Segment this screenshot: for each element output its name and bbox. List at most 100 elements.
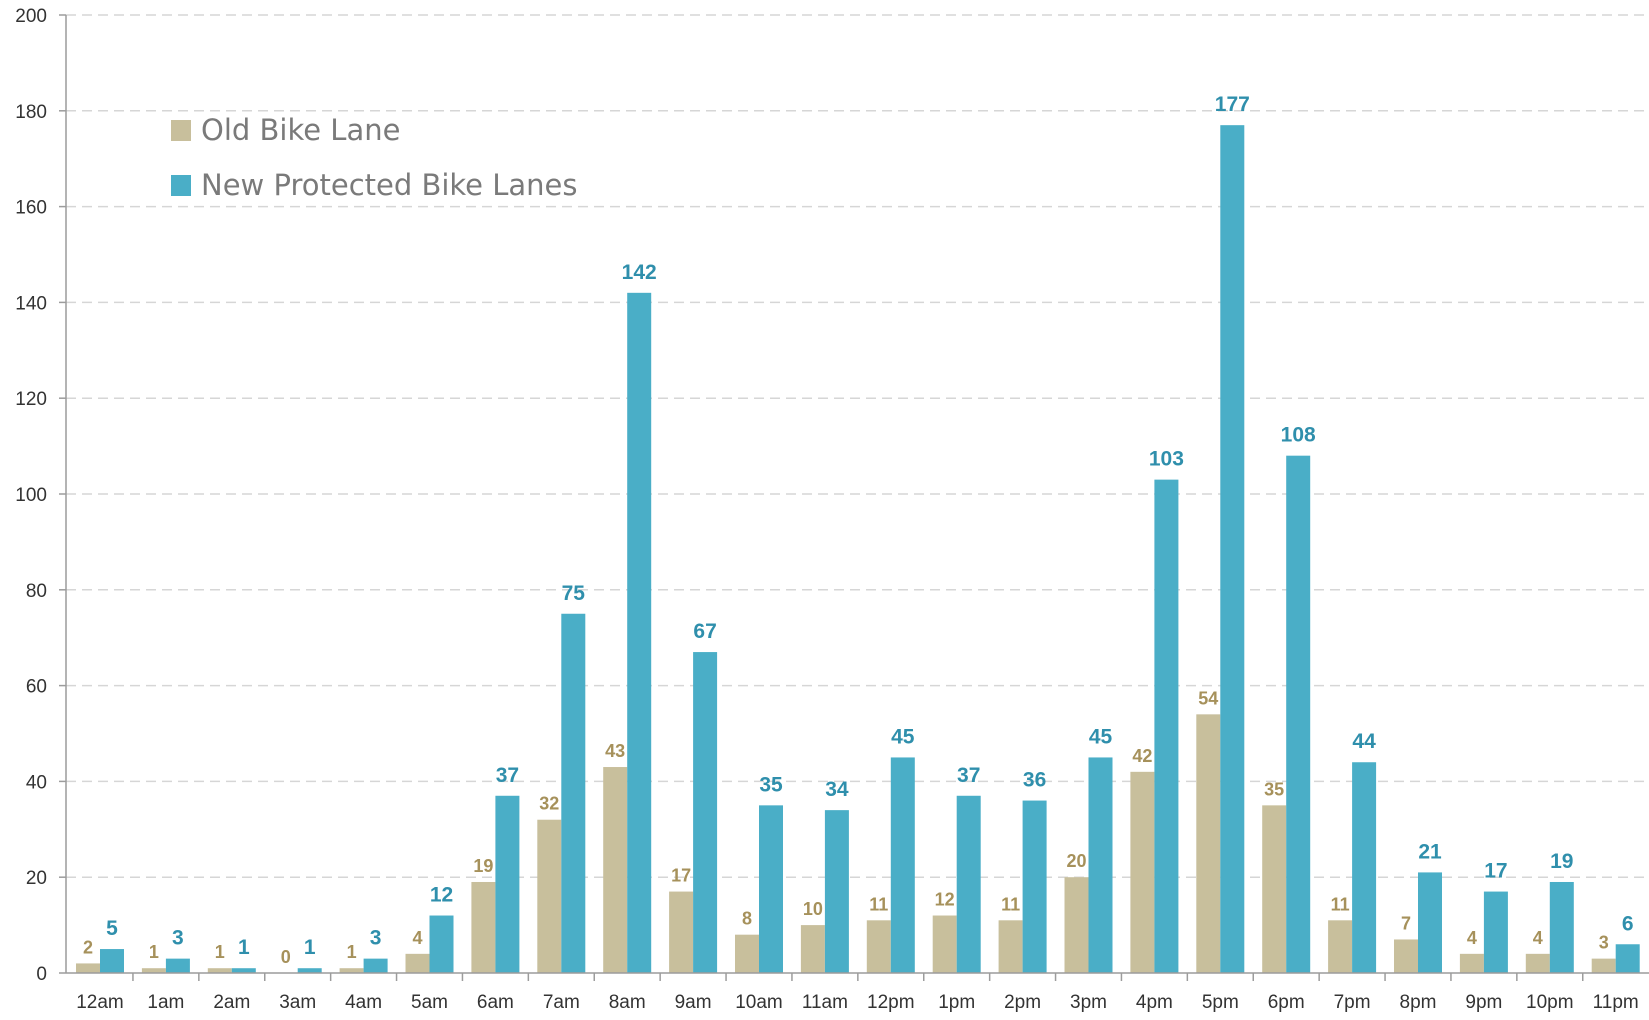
bar-old-11pm [1591, 958, 1616, 973]
data-label-new-6pm: 108 [1281, 424, 1316, 447]
gridlines [66, 14, 1649, 878]
x-tick-label-8pm: 8pm [1400, 992, 1437, 1013]
x-tick-label-7pm: 7pm [1334, 992, 1371, 1013]
bar-old-11am [800, 925, 825, 973]
data-label-old-10am: 8 [742, 909, 752, 929]
bar-old-9am [669, 891, 694, 973]
x-tick-label-11am: 11am [802, 992, 848, 1013]
x-tick-label-10pm: 10pm [1526, 992, 1574, 1013]
data-label-new-7am: 75 [562, 582, 586, 605]
bar-old-10pm [1525, 953, 1550, 973]
data-label-new-7pm: 44 [1352, 730, 1376, 753]
bar-new-4am [363, 958, 388, 973]
data-label-old-2am: 1 [215, 942, 225, 962]
data-label-new-12am: 5 [106, 917, 118, 940]
bar-new-6pm [1286, 455, 1311, 973]
x-tick-label-5pm: 5pm [1202, 992, 1239, 1013]
bar-old-6pm [1262, 805, 1287, 973]
data-label-new-1pm: 37 [957, 764, 980, 787]
bar-old-10am [735, 934, 759, 973]
data-label-old-3am: 0 [281, 947, 291, 967]
data-label-new-11am: 34 [825, 778, 849, 801]
data-label-old-6pm: 35 [1264, 779, 1284, 799]
bar-old-3pm [1064, 877, 1089, 973]
x-tick-label-4pm: 4pm [1136, 992, 1173, 1013]
bar-new-7pm [1352, 762, 1377, 973]
bar-new-5pm [1220, 125, 1245, 974]
data-label-new-2pm: 36 [1023, 769, 1046, 792]
bar-new-6am [495, 795, 520, 973]
legend-swatch-new [171, 175, 191, 196]
bar-old-6am [471, 881, 496, 973]
y-tick-label: 200 [15, 6, 47, 27]
data-label-new-8pm: 21 [1418, 840, 1442, 863]
bar-new-12am [100, 949, 124, 973]
x-axis: 12am 1am 2am 3am 4am 5am 6am 7am 8am 9am 10am 11am 1… [66, 972, 1649, 1013]
bar-old-9pm [1459, 953, 1484, 973]
bar-new-1am [165, 958, 190, 973]
bar-old-7am [537, 819, 562, 973]
data-label-new-5am: 12 [430, 884, 453, 907]
data-label-old-1am: 1 [149, 942, 159, 962]
data-label-old-5pm: 54 [1198, 688, 1218, 708]
data-label-old-9pm: 4 [1467, 928, 1477, 948]
legend-label-new: New Protected Bike Lanes [201, 168, 578, 202]
data-label-old-3pm: 20 [1066, 851, 1086, 871]
y-tick-label: 80 [26, 581, 47, 602]
bars [76, 125, 1640, 974]
y-tick-label: 100 [15, 485, 47, 506]
legend-label-old: Old Bike Lane [201, 113, 400, 147]
bar-old-1am [141, 968, 166, 973]
x-tick-label-10am: 10am [735, 992, 783, 1013]
data-label-new-12pm: 45 [891, 725, 915, 748]
y-tick-label: 60 [26, 677, 47, 698]
y-tick-label: 0 [36, 964, 47, 985]
bar-old-8pm [1394, 939, 1418, 973]
data-label-new-8am: 142 [622, 261, 657, 284]
legend: Old Bike Lane New Protected Bike Lanes [171, 113, 578, 202]
bar-old-2am [207, 968, 232, 973]
legend-item-old: Old Bike Lane [171, 113, 400, 147]
bar-old-12pm [866, 920, 891, 973]
bar-new-3pm [1088, 757, 1113, 973]
data-label-new-4am: 3 [370, 927, 382, 950]
bar-new-4pm [1154, 479, 1179, 973]
bar-old-5pm [1196, 714, 1221, 973]
y-tick-label: 120 [15, 389, 47, 410]
bar-new-11pm [1615, 944, 1640, 973]
data-label-old-9am: 17 [671, 866, 691, 886]
x-tick-label-12am: 12am [76, 992, 124, 1013]
x-tick-label-2pm: 2pm [1004, 992, 1041, 1013]
bar-new-1pm [956, 795, 981, 973]
legend-swatch-old [171, 120, 191, 141]
x-tick-label-3am: 3am [279, 992, 316, 1013]
data-label-old-6am: 19 [473, 856, 493, 876]
y-tick-label: 180 [15, 102, 47, 123]
x-tick-label-8am: 8am [609, 992, 646, 1013]
data-label-old-4pm: 42 [1132, 746, 1152, 766]
data-label-old-4am: 1 [347, 942, 357, 962]
bar-new-9am [693, 652, 718, 973]
data-label-new-2am: 1 [238, 936, 250, 959]
y-tick-label: 40 [26, 772, 47, 793]
bar-new-12pm [890, 757, 915, 973]
x-tick-label-11pm: 11pm [1593, 992, 1639, 1013]
bar-new-8pm [1418, 872, 1442, 973]
data-label-old-2pm: 11 [1001, 894, 1020, 914]
data-label-new-6am: 37 [496, 764, 519, 787]
bar-new-9pm [1483, 891, 1508, 973]
bar-old-4am [339, 968, 364, 973]
data-label-new-11pm: 6 [1622, 912, 1634, 935]
bar-old-7pm [1328, 920, 1353, 973]
data-label-old-7pm: 11 [1331, 894, 1350, 914]
data-label-old-1pm: 12 [935, 890, 955, 910]
legend-item-new: New Protected Bike Lanes [171, 168, 578, 202]
y-tick-label: 20 [26, 868, 47, 889]
data-label-new-3am: 1 [304, 936, 316, 959]
data-label-old-8am: 43 [605, 741, 625, 761]
bar-new-2am [231, 968, 256, 973]
bar-new-8am [627, 292, 652, 973]
data-label-new-4pm: 103 [1149, 448, 1184, 471]
x-tick-label-1pm: 1pm [938, 992, 975, 1013]
